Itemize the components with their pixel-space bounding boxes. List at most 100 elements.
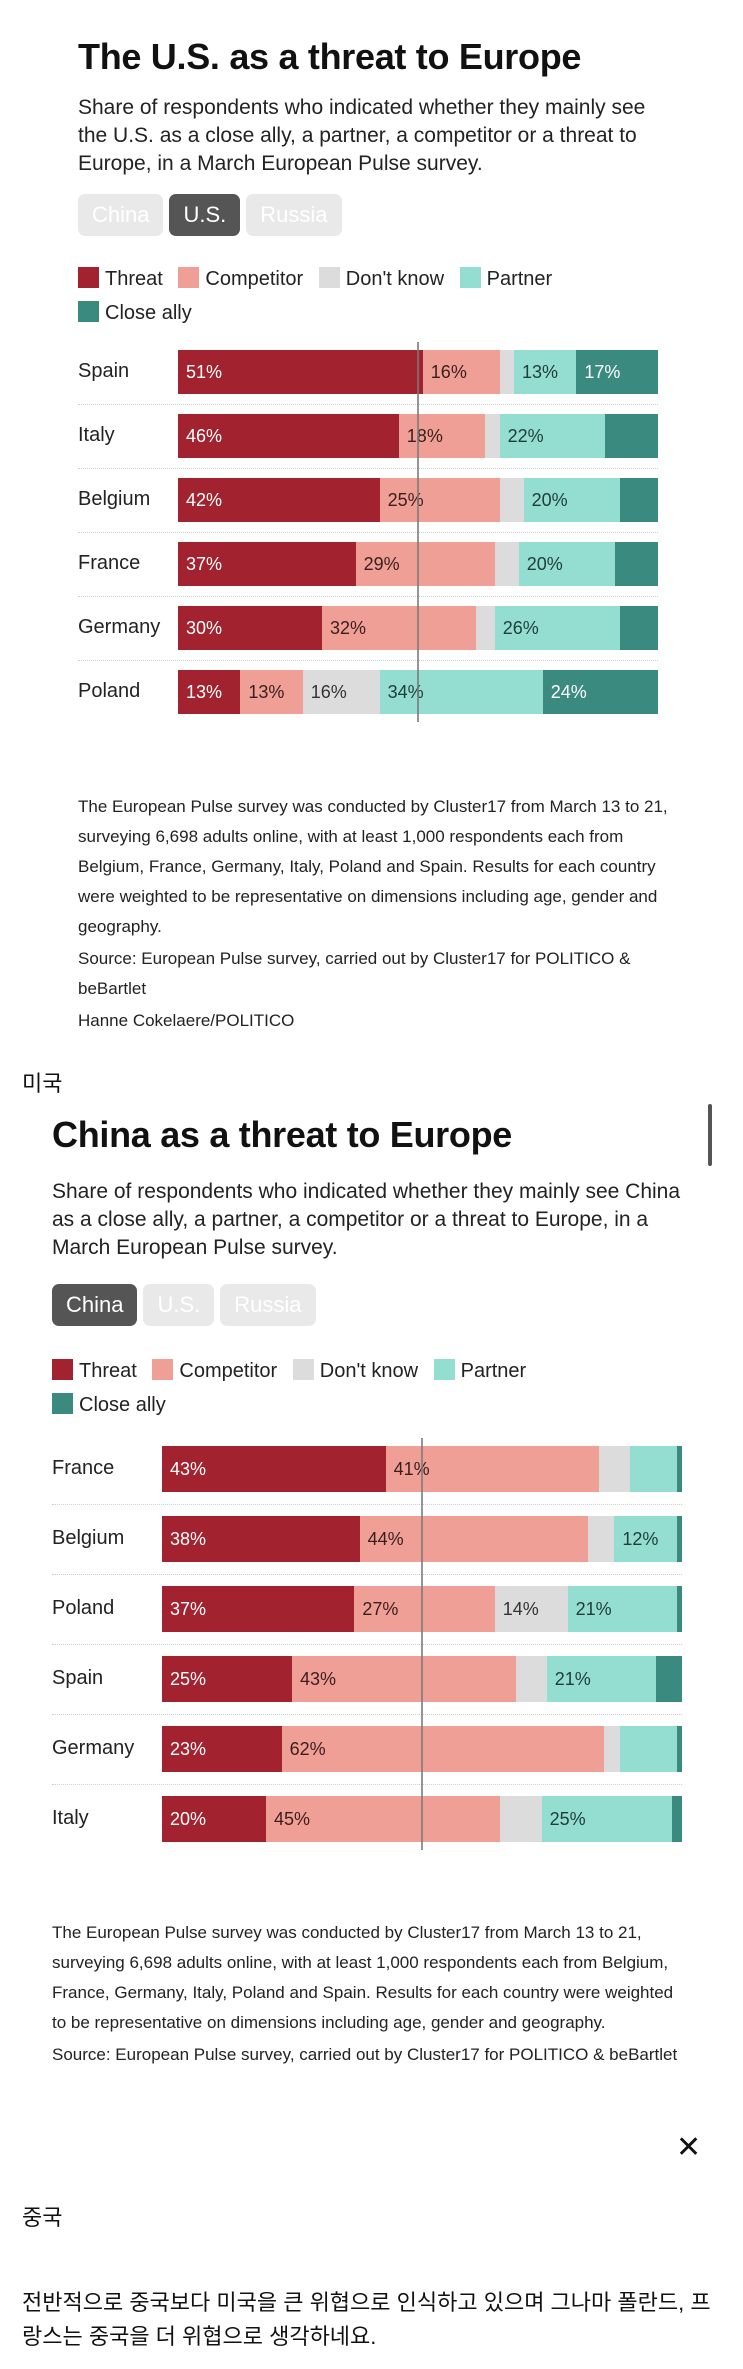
row-separator — [78, 468, 658, 469]
data-label: 45% — [274, 1809, 311, 1829]
segment-threat: 13% — [178, 670, 241, 714]
legend-closeally-label: Close ally — [79, 1394, 166, 1416]
data-label: 25% — [549, 1809, 586, 1829]
row-separator — [52, 1504, 682, 1505]
data-label: 43% — [300, 1669, 337, 1689]
us-stacked-bar-chart: Spain 51% 16% 13% 17% Italy 46% 18% 22% Belgium 42… — [0, 342, 743, 730]
segment-dontknow — [475, 606, 495, 650]
us-methodology-note: The European Pulse survey was conducted … — [78, 797, 668, 936]
data-label: 42% — [186, 490, 223, 510]
data-label: 41% — [393, 1459, 430, 1479]
data-label: 13% — [521, 362, 559, 382]
segment-partner: 25% — [541, 1796, 672, 1842]
segment-closeally — [655, 1656, 682, 1702]
us-notes: The European Pulse survey was conducted … — [78, 792, 678, 1038]
segment-threat: 51% — [178, 350, 423, 394]
china-stacked-bar-chart: France 43% 41% Belgium 38% 44% 12% Poland 37% 27%… — [0, 1438, 743, 1866]
data-label: 22% — [507, 426, 544, 446]
segment-dontknow — [485, 414, 500, 458]
data-label: 16% — [430, 362, 467, 382]
bar-belgium: 42% 25% 20% — [178, 478, 658, 522]
row-label-poland: Poland — [78, 680, 141, 702]
us-tab-bar: China U.S. Russia — [78, 194, 342, 236]
row-label-spain: Spain — [52, 1667, 104, 1689]
data-label: 51% — [186, 362, 223, 382]
segment-threat: 42% — [178, 478, 380, 522]
segment-dontknow — [588, 1516, 615, 1562]
tab-russia[interactable]: Russia — [246, 194, 342, 236]
data-label: 16% — [310, 682, 347, 702]
segment-threat: 46% — [178, 414, 399, 458]
segment-competitor: 45% — [266, 1796, 500, 1842]
segment-partner — [619, 1726, 677, 1772]
row-label-italy: Italy — [52, 1807, 89, 1829]
china-notes: The European Pulse survey was conducted … — [52, 1918, 692, 2072]
segment-partner: 12% — [614, 1516, 677, 1562]
legend-dontknow-label: Don't know — [345, 268, 445, 290]
segment-dontknow — [499, 350, 514, 394]
segment-closeally: 24% — [542, 670, 658, 714]
legend-partner-label: Partner — [460, 1360, 527, 1382]
data-label: 37% — [186, 554, 223, 574]
china-source-note: Source: European Pulse survey, carried o… — [52, 2045, 678, 2064]
row-separator — [78, 660, 658, 661]
segment-threat: 30% — [178, 606, 322, 650]
legend-competitor: Competitor — [178, 262, 303, 296]
data-label: 13% — [248, 682, 285, 702]
data-label: 20% — [531, 490, 568, 510]
segment-dontknow: 16% — [302, 670, 380, 714]
legend-threat: Threat — [52, 1354, 137, 1388]
china-chart-card: China as a threat to Europe Share of res… — [0, 1100, 743, 2190]
tab-us[interactable]: U.S. — [169, 194, 241, 236]
segment-threat: 38% — [162, 1516, 360, 1562]
swatch-partner — [433, 1359, 455, 1380]
segment-partner: 22% — [499, 414, 606, 458]
row-separator — [52, 1714, 682, 1715]
segment-threat: 20% — [162, 1796, 266, 1842]
row-label-italy: Italy — [78, 424, 115, 446]
bar-spain: 25% 43% 21% — [162, 1656, 682, 1702]
data-label: 21% — [575, 1599, 612, 1619]
bar-germany: 30% 32% 26% — [178, 606, 658, 650]
row-label-germany: Germany — [52, 1737, 135, 1759]
bar-france: 37% 29% 20% — [178, 542, 658, 586]
segment-closeally — [676, 1586, 682, 1632]
segment-dontknow — [603, 1726, 620, 1772]
data-label: 26% — [502, 618, 539, 638]
segment-threat: 43% — [162, 1446, 386, 1492]
tab-china[interactable]: China — [52, 1284, 138, 1326]
close-icon[interactable]: ✕ — [676, 2131, 702, 2164]
segment-competitor: 32% — [322, 606, 476, 650]
segment-dontknow — [494, 542, 519, 586]
segment-competitor: 25% — [379, 478, 500, 522]
bar-germany: 23% 62% — [162, 1726, 682, 1772]
segment-dontknow: 14% — [494, 1586, 568, 1632]
data-label: 18% — [406, 426, 443, 446]
data-label: 32% — [330, 618, 367, 638]
legend-dontknow: Don't know — [318, 262, 445, 296]
row-label-spain: Spain — [78, 360, 130, 382]
tab-china[interactable]: China — [78, 194, 164, 236]
segment-threat: 37% — [162, 1586, 355, 1632]
data-label: 34% — [387, 682, 424, 702]
midpoint-line — [417, 342, 419, 722]
data-label: 20% — [526, 554, 563, 574]
segment-closeally — [619, 606, 658, 650]
segment-competitor: 43% — [292, 1656, 516, 1702]
swatch-closeally — [52, 1393, 73, 1414]
segment-closeally — [676, 1726, 682, 1772]
data-label: 37% — [170, 1599, 207, 1619]
segment-threat: 37% — [178, 542, 356, 586]
scrollbar-thumb[interactable] — [708, 1104, 712, 1166]
legend-closeally-label: Close ally — [105, 302, 192, 324]
swatch-competitor — [178, 267, 200, 288]
tab-russia[interactable]: Russia — [220, 1284, 316, 1326]
tab-us[interactable]: U.S. — [143, 1284, 215, 1326]
segment-closeally — [614, 542, 658, 586]
legend-competitor: Competitor — [152, 1354, 277, 1388]
china-methodology-note: The European Pulse survey was conducted … — [52, 1923, 674, 2032]
data-label: 43% — [170, 1459, 207, 1479]
us-chart-card: The U.S. as a threat to Europe Share of … — [0, 0, 743, 1045]
midpoint-line — [421, 1438, 423, 1850]
us-chart-title: The U.S. as a threat to Europe — [78, 36, 582, 77]
